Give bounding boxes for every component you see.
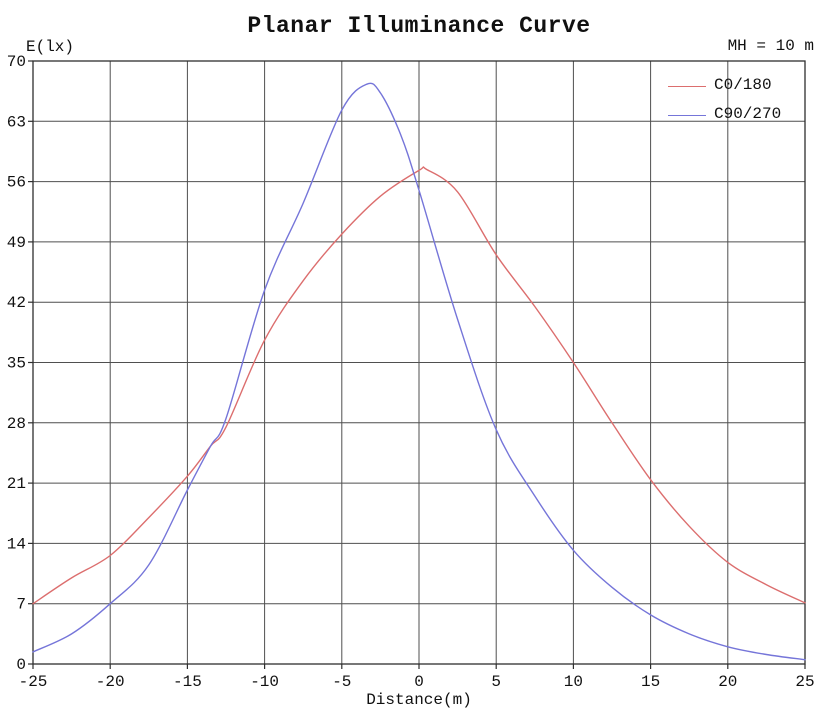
x-tick-label: 20: [718, 673, 737, 691]
mounting-height-annotation: MH = 10 m: [727, 37, 814, 55]
series-line-c90-270: [32, 82, 806, 661]
y-tick-label: 7: [16, 596, 26, 614]
legend-entry-c90-270: C90/270: [668, 105, 781, 123]
x-tick-label: -10: [250, 673, 279, 691]
x-tick-label: 10: [564, 673, 583, 691]
x-tick-label: 5: [491, 673, 501, 691]
x-tick-label: 0: [414, 673, 424, 691]
y-axis-unit-label: E(lx): [26, 38, 75, 56]
y-tick-label: 21: [7, 475, 26, 493]
y-tick-label: 42: [7, 294, 26, 312]
x-tick-label: -15: [173, 673, 202, 691]
x-tick-label: 25: [795, 673, 814, 691]
legend-line-c0-180: [668, 86, 706, 87]
y-tick-label: 56: [7, 174, 26, 192]
legend-label-c0-180: C0/180: [714, 76, 772, 94]
legend-line-c90-270: [668, 115, 706, 116]
chart-title: Planar Illuminance Curve: [247, 13, 591, 39]
legend-label-c90-270: C90/270: [714, 105, 782, 123]
x-axis-label: Distance(m): [366, 691, 472, 709]
x-tick-label: -25: [19, 673, 48, 691]
y-tick-label: 70: [7, 53, 26, 71]
series-line-c0-180: [32, 166, 806, 605]
y-tick-label: 49: [7, 234, 26, 252]
plot-border: [32, 60, 806, 665]
y-tick-label: 0: [16, 656, 26, 674]
x-tick-label: -20: [96, 673, 125, 691]
x-tick-label: -5: [332, 673, 351, 691]
y-tick-label: 28: [7, 415, 26, 433]
y-tick-label: 63: [7, 113, 26, 131]
y-tick-label: 14: [7, 535, 26, 553]
legend-entry-c0-180: C0/180: [668, 76, 772, 94]
x-tick-label: 15: [641, 673, 660, 691]
y-tick-label: 35: [7, 355, 26, 373]
